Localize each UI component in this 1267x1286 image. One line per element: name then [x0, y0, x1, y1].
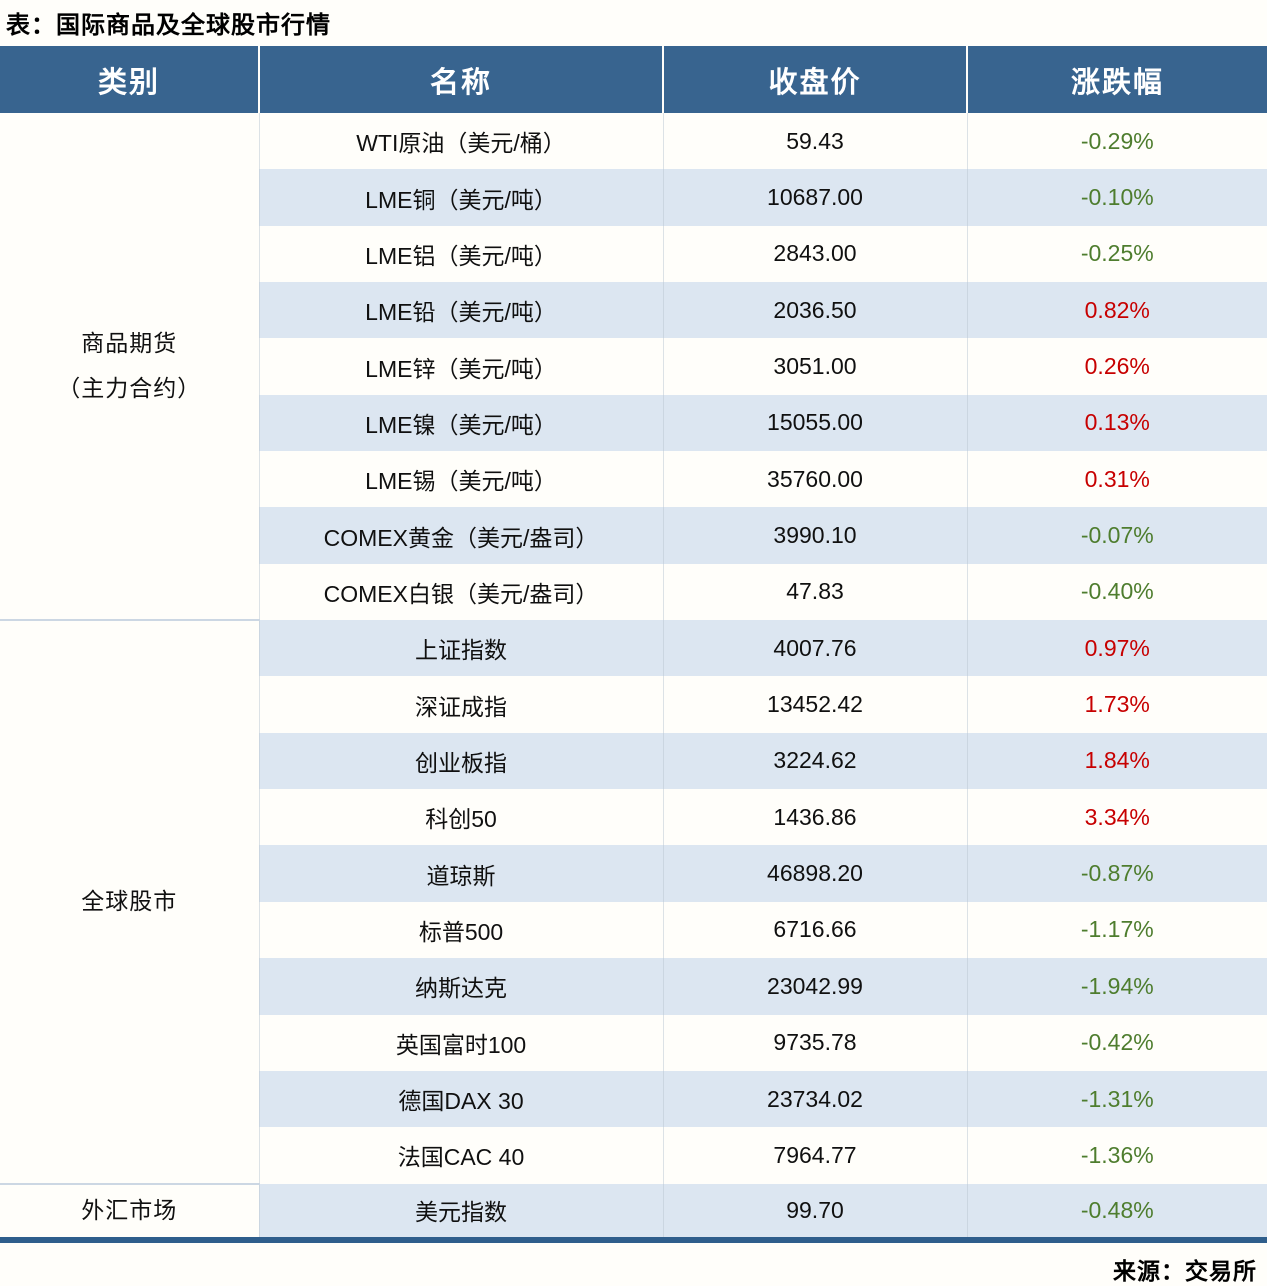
- instrument-name-cell: LME铅（美元/吨）: [258, 282, 663, 339]
- category-cell: 外汇市场: [0, 1182, 259, 1240]
- table-header: 类别 名称 收盘价 涨跌幅: [0, 46, 1267, 113]
- close-price-cell: 99.70: [662, 1183, 967, 1240]
- table-row: 英国富时100 9735.78 -0.42%: [0, 1014, 1267, 1071]
- close-price-cell: 23734.02: [662, 1070, 967, 1128]
- close-price-cell: 4007.76: [662, 620, 967, 677]
- close-price-cell: 7964.77: [662, 1127, 967, 1184]
- instrument-name-cell: 上证指数: [258, 620, 663, 677]
- table-row: LME锌（美元/吨） 3051.00 0.26%: [0, 338, 1267, 395]
- change-percent-cell: -1.94%: [966, 958, 1267, 1015]
- category-label-line: 商品期货: [81, 330, 178, 357]
- change-percent-cell: -0.10%: [966, 169, 1267, 226]
- table-row: 深证成指 13452.42 1.73%: [0, 676, 1267, 733]
- close-price-cell: 1436.86: [662, 789, 967, 846]
- change-percent-cell: 0.26%: [966, 338, 1267, 395]
- table-row: 标普500 6716.66 -1.17%: [0, 901, 1267, 959]
- instrument-name-cell: COMEX白银（美元/盎司）: [258, 563, 663, 621]
- table-row: LME铝（美元/吨） 2843.00 -0.25%: [0, 225, 1267, 283]
- market-table: 类别 名称 收盘价 涨跌幅 商品期货 （主力合约） WTI原油（美元/桶） 59.43…: [0, 46, 1267, 1243]
- change-percent-cell: 0.97%: [966, 620, 1267, 677]
- instrument-name-cell: 纳斯达克: [258, 958, 663, 1015]
- close-price-cell: 59.43: [662, 113, 967, 170]
- change-percent-cell: -1.17%: [966, 901, 1267, 959]
- change-percent-cell: -0.87%: [966, 845, 1267, 902]
- close-price-cell: 10687.00: [662, 169, 967, 226]
- close-price-cell: 3051.00: [662, 338, 967, 395]
- table-row: LME镍（美元/吨） 15055.00 0.13%: [0, 394, 1267, 452]
- instrument-name-cell: WTI原油（美元/桶）: [258, 113, 663, 170]
- category-cell: 全球股市: [0, 619, 259, 1184]
- table-row: LME铅（美元/吨） 2036.50 0.82%: [0, 282, 1267, 339]
- page-title: 表：国际商品及全球股市行情: [6, 12, 331, 39]
- change-percent-cell: -1.36%: [966, 1127, 1267, 1184]
- change-percent-cell: -0.40%: [966, 563, 1267, 621]
- close-price-cell: 6716.66: [662, 901, 967, 959]
- table-row: COMEX白银（美元/盎司） 47.83 -0.40%: [0, 563, 1267, 621]
- change-percent-cell: -0.07%: [966, 507, 1267, 564]
- change-percent-cell: -0.48%: [966, 1183, 1267, 1240]
- category-label-line: 全球股市: [81, 888, 178, 915]
- table-row: LME锡（美元/吨） 35760.00 0.31%: [0, 451, 1267, 508]
- instrument-name-cell: 德国DAX 30: [258, 1070, 663, 1128]
- change-percent-cell: 3.34%: [966, 789, 1267, 846]
- close-price-cell: 2036.50: [662, 282, 967, 339]
- change-percent-cell: 0.82%: [966, 282, 1267, 339]
- close-price-cell: 35760.00: [662, 451, 967, 508]
- instrument-name-cell: 标普500: [258, 901, 663, 959]
- instrument-name-cell: LME铝（美元/吨）: [258, 225, 663, 283]
- header-change: 涨跌幅: [966, 46, 1267, 113]
- instrument-name-cell: 道琼斯: [258, 845, 663, 902]
- close-price-cell: 13452.42: [662, 676, 967, 733]
- change-percent-cell: 0.13%: [966, 394, 1267, 452]
- table-row: 全球股市 上证指数 4007.76 0.97%: [0, 619, 1267, 1184]
- header-category: 类别: [0, 46, 259, 113]
- instrument-name-cell: LME锌（美元/吨）: [258, 338, 663, 395]
- table-row: 法国CAC 40 7964.77 -1.36%: [0, 1127, 1267, 1184]
- table-row: LME铜（美元/吨） 10687.00 -0.10%: [0, 169, 1267, 226]
- close-price-cell: 3990.10: [662, 507, 967, 564]
- category-cell: 商品期货 （主力合约）: [0, 113, 259, 621]
- change-percent-cell: 1.84%: [966, 732, 1267, 790]
- change-percent-cell: -0.29%: [966, 113, 1267, 170]
- close-price-cell: 15055.00: [662, 394, 967, 452]
- source-label: 来源：交易所: [1113, 1257, 1257, 1284]
- instrument-name-cell: 科创50: [258, 789, 663, 846]
- market-table-body: 商品期货 （主力合约） WTI原油（美元/桶） 59.43 -0.29% LME铜（美元/…: [0, 113, 1267, 1240]
- close-price-cell: 9735.78: [662, 1014, 967, 1071]
- header-name: 名称: [258, 46, 663, 113]
- instrument-name-cell: 创业板指: [258, 732, 663, 790]
- category-label-line: （主力合约）: [57, 375, 202, 402]
- close-price-cell: 47.83: [662, 563, 967, 621]
- change-percent-cell: -0.25%: [966, 225, 1267, 283]
- table-row: 德国DAX 30 23734.02 -1.31%: [0, 1070, 1267, 1128]
- instrument-name-cell: LME镍（美元/吨）: [258, 394, 663, 452]
- table-row: 纳斯达克 23042.99 -1.94%: [0, 958, 1267, 1015]
- header-close-price: 收盘价: [662, 46, 967, 113]
- change-percent-cell: -1.31%: [966, 1070, 1267, 1128]
- table-row: 道琼斯 46898.20 -0.87%: [0, 845, 1267, 902]
- table-row: 外汇市场 美元指数 99.70 -0.48%: [0, 1182, 1267, 1240]
- instrument-name-cell: COMEX黄金（美元/盎司）: [258, 507, 663, 564]
- instrument-name-cell: 法国CAC 40: [258, 1127, 663, 1184]
- table-row: 商品期货 （主力合约） WTI原油（美元/桶） 59.43 -0.29%: [0, 113, 1267, 621]
- change-percent-cell: 1.73%: [966, 676, 1267, 733]
- close-price-cell: 3224.62: [662, 732, 967, 790]
- instrument-name-cell: 深证成指: [258, 676, 663, 733]
- change-percent-cell: 0.31%: [966, 451, 1267, 508]
- instrument-name-cell: 英国富时100: [258, 1014, 663, 1071]
- instrument-name-cell: LME铜（美元/吨）: [258, 169, 663, 226]
- close-price-cell: 2843.00: [662, 225, 967, 283]
- change-percent-cell: -0.42%: [966, 1014, 1267, 1071]
- close-price-cell: 23042.99: [662, 958, 967, 1015]
- header-row: 类别 名称 收盘价 涨跌幅: [0, 46, 1267, 113]
- instrument-name-cell: LME锡（美元/吨）: [258, 451, 663, 508]
- table-row: 科创50 1436.86 3.34%: [0, 789, 1267, 846]
- close-price-cell: 46898.20: [662, 845, 967, 902]
- table-row: 创业板指 3224.62 1.84%: [0, 732, 1267, 790]
- instrument-name-cell: 美元指数: [258, 1183, 663, 1240]
- table-row: COMEX黄金（美元/盎司） 3990.10 -0.07%: [0, 507, 1267, 564]
- category-label-line: 外汇市场: [81, 1197, 178, 1224]
